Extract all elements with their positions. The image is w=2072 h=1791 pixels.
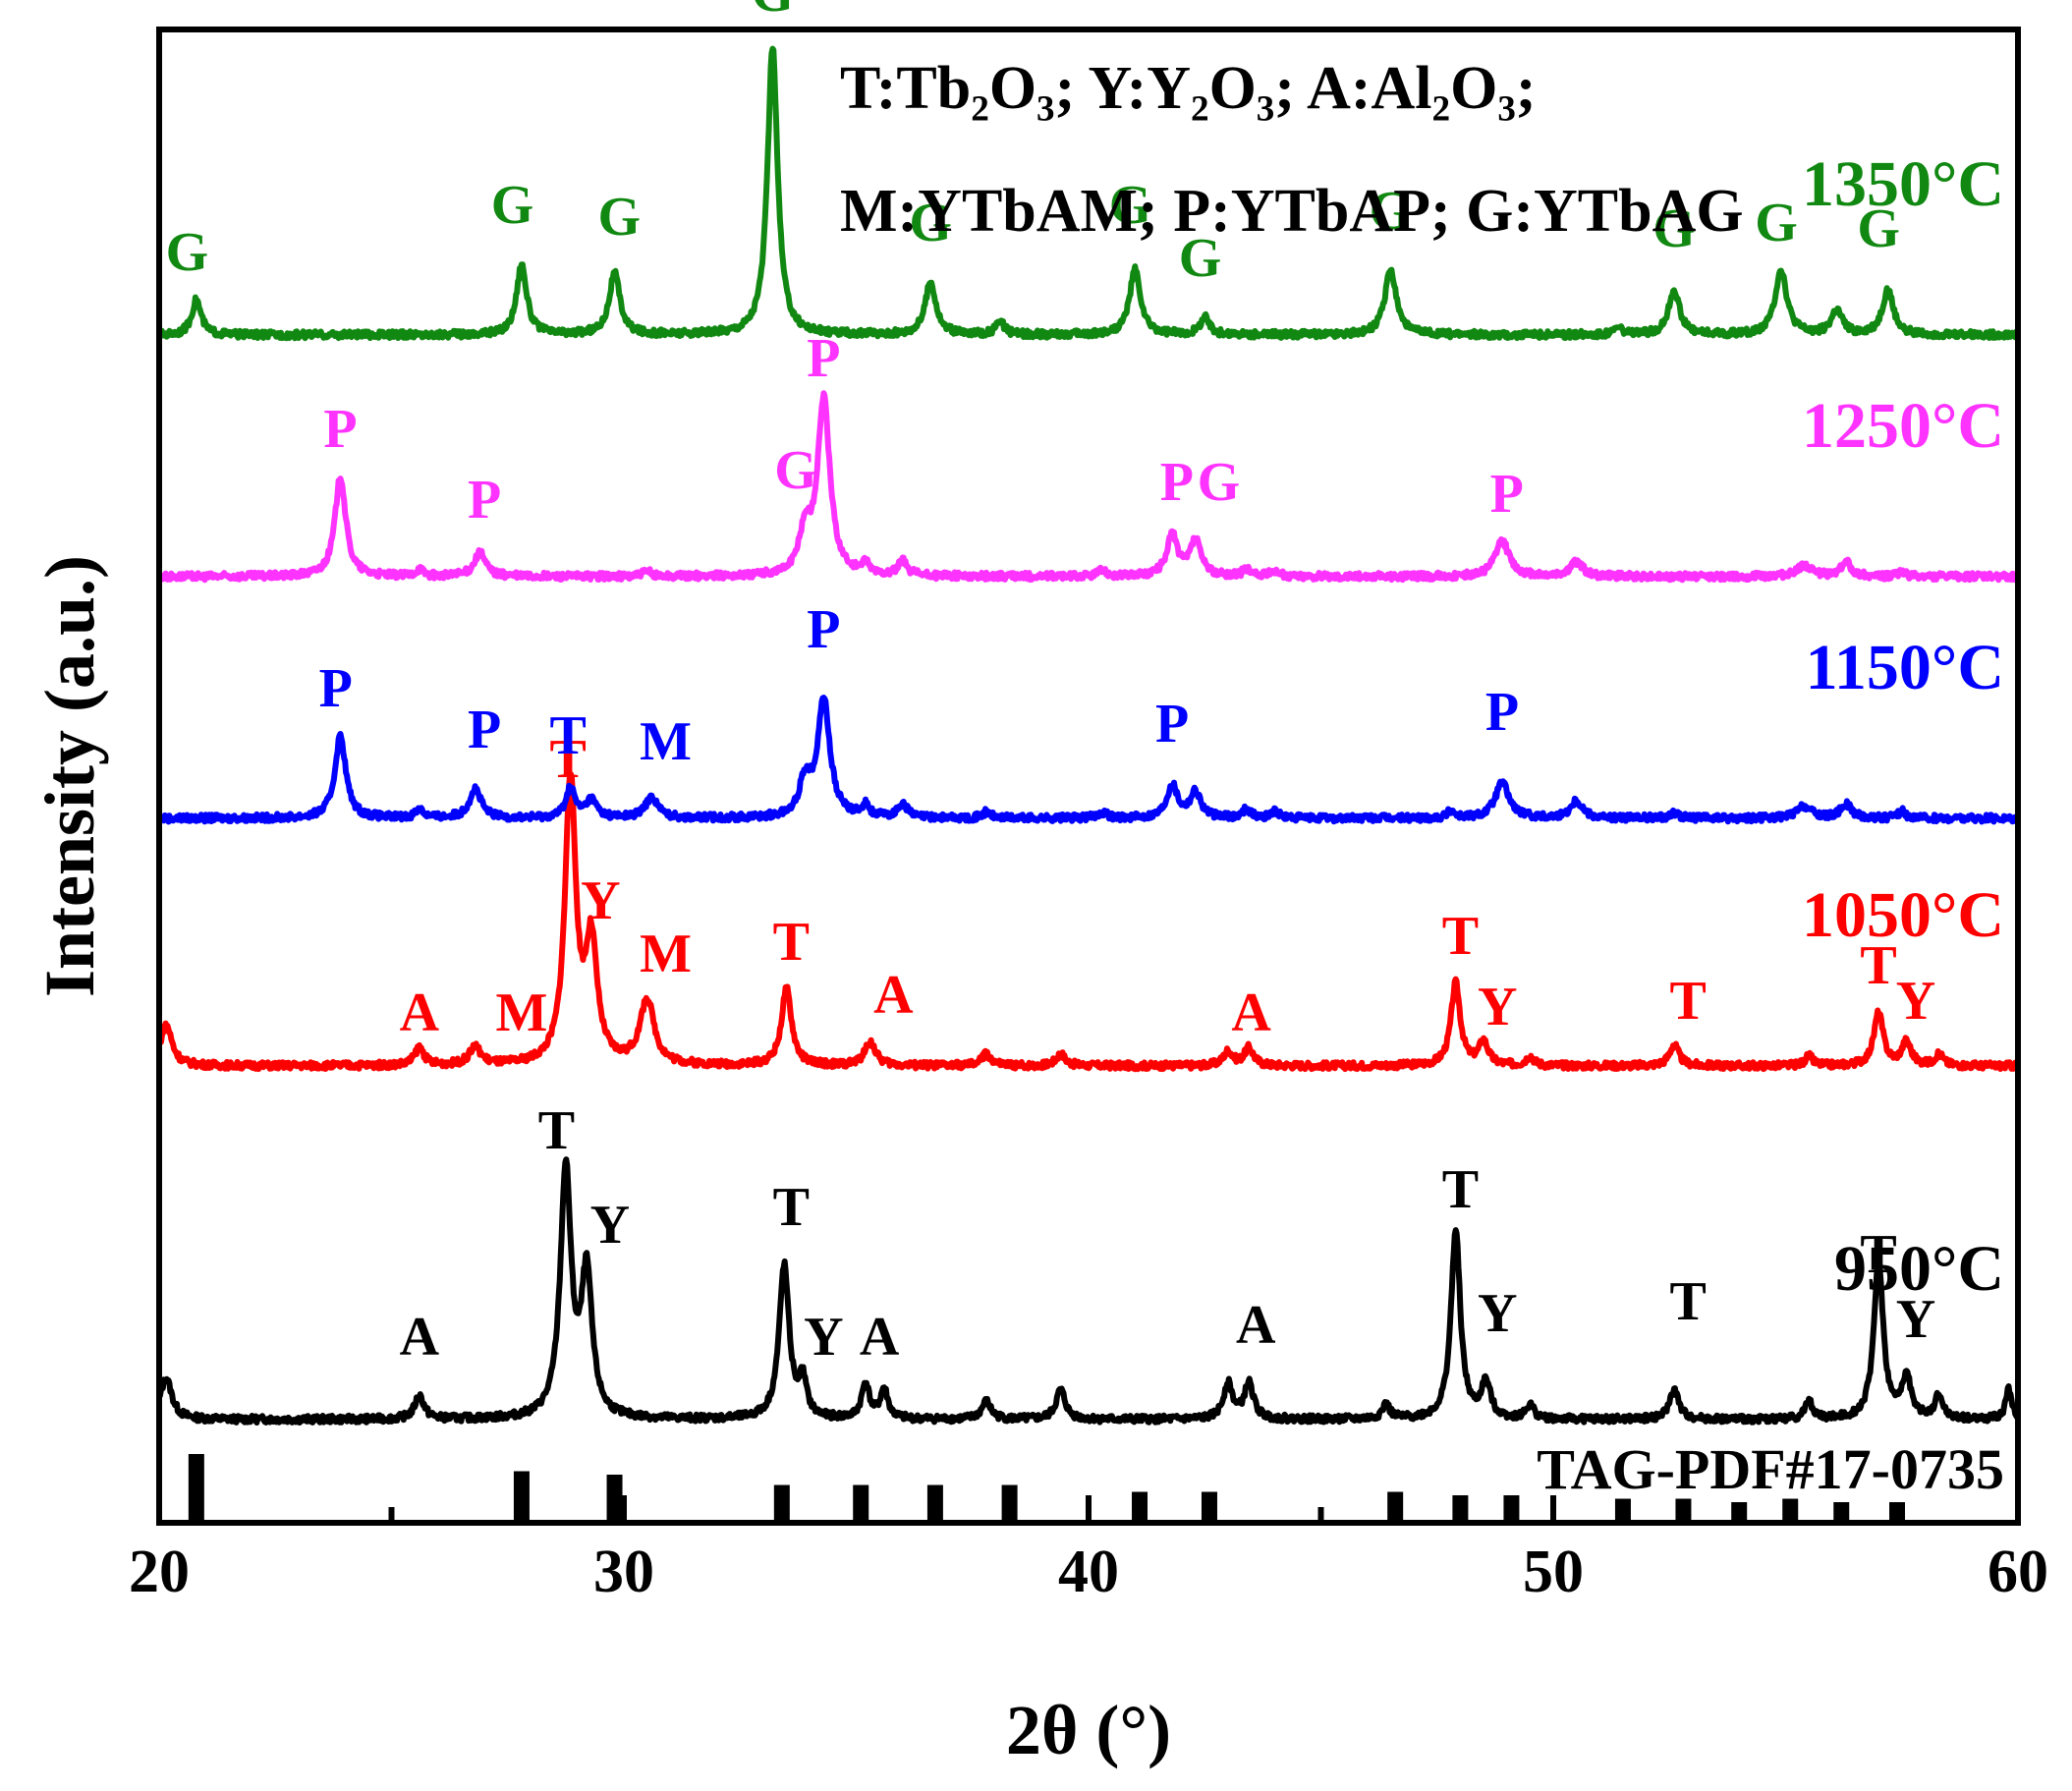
peak-label-4-4: G <box>909 193 952 253</box>
reference-label: TAG-PDF#17-0735 <box>1537 1437 2004 1501</box>
peak-label-3-0: P <box>323 399 357 460</box>
x-tick-label-0: 20 <box>129 1539 190 1605</box>
reference-pattern: TAG-PDF#17-0735 <box>188 1437 2004 1523</box>
peak-label-4-10: G <box>1857 198 1900 259</box>
peak-label-3-3: P <box>807 328 840 389</box>
peak-label-1-11: T <box>1860 935 1896 996</box>
series-line-2 <box>156 695 2021 825</box>
series-name-1: 1050°C <box>1802 879 2004 951</box>
x-axis-label: 2θ (°) <box>1006 1691 1171 1769</box>
peak-label-0-2: Y <box>590 1195 630 1256</box>
peak-label-1-9: Y <box>1478 977 1517 1037</box>
peak-label-0-4: Y <box>804 1307 843 1368</box>
series-name-2: 1150°C <box>1806 632 2004 703</box>
peak-label-1-6: A <box>873 965 914 1026</box>
peak-label-1-2: T <box>550 729 587 790</box>
peak-label-2-0: P <box>319 658 353 719</box>
peak-label-1-4: M <box>640 923 692 984</box>
series-line-0 <box>156 1156 2021 1426</box>
legend-line-1: T:Tb₂O₃; Y:Y₂O₃; A:Al₂O₃; <box>840 55 1537 122</box>
peak-label-4-1: G <box>491 175 534 236</box>
peak-label-4-6: G <box>1179 228 1222 289</box>
peak-label-4-2: G <box>597 187 641 248</box>
series-name-3: 1250°C <box>1802 390 2004 462</box>
peak-label-1-10: T <box>1669 971 1706 1032</box>
x-tick-label-1: 30 <box>593 1539 654 1605</box>
peak-label-0-5: A <box>860 1307 900 1368</box>
peak-label-4-9: G <box>1755 193 1798 253</box>
x-tick-label-3: 50 <box>1523 1539 1584 1605</box>
series-line-3 <box>156 390 2021 584</box>
peak-label-1-8: T <box>1442 906 1479 967</box>
legend-line-2: M:YTbAM; P:YTbAP; G:YTbAG <box>840 178 1744 245</box>
legend: T:Tb₂O₃; Y:Y₂O₃; A:Al₂O₃; M:YTbAM; P:YTb… <box>840 55 1744 245</box>
peak-label-2-3: M <box>640 711 692 772</box>
series-name-4: 1350°C <box>1802 148 2004 220</box>
peak-label-2-5: P <box>1155 694 1189 755</box>
peak-label-2-2: T <box>550 705 587 766</box>
peak-label-1-5: T <box>773 912 810 973</box>
peak-label-4-7: G <box>1370 181 1413 242</box>
peak-label-1-12: Y <box>1896 971 1935 1032</box>
peak-label-2-4: P <box>807 599 840 660</box>
peak-label-0-10: T <box>1860 1224 1896 1285</box>
peak-label-0-9: T <box>1669 1271 1706 1332</box>
x-tick-label-4: 60 <box>1988 1539 2048 1605</box>
peak-label-0-0: A <box>400 1307 440 1368</box>
peak-label-4-3: G <box>752 0 795 24</box>
series-line-4 <box>156 45 2021 342</box>
series-4: GGGGGGGGGGG1350°C <box>156 0 2021 342</box>
peak-label-1-0: A <box>400 982 440 1043</box>
series-line-1 <box>156 771 2021 1073</box>
x-tick-label-2: 40 <box>1058 1539 1119 1605</box>
peak-label-3-1: P <box>468 470 501 531</box>
peak-label-3-5: G <box>1198 452 1241 513</box>
peak-label-0-3: T <box>773 1177 810 1238</box>
peak-label-4-5: G <box>1109 175 1152 236</box>
peak-label-4-0: G <box>166 222 209 283</box>
peak-label-0-7: T <box>1442 1159 1479 1220</box>
peak-label-1-7: A <box>1231 982 1271 1043</box>
peak-label-0-8: Y <box>1478 1283 1517 1344</box>
series-name-0: 950°C <box>1834 1233 2004 1305</box>
peak-label-0-11: Y <box>1896 1289 1935 1350</box>
y-axis-label: Intensity (a.u.) <box>30 555 109 997</box>
peak-label-3-2: G <box>774 440 817 501</box>
peak-label-1-3: Y <box>581 870 620 931</box>
peak-label-3-4: P <box>1160 452 1194 513</box>
peak-label-0-6: A <box>1236 1295 1276 1356</box>
peak-label-0-1: T <box>538 1100 575 1161</box>
peak-label-2-6: P <box>1485 682 1519 743</box>
peak-label-2-1: P <box>468 700 501 760</box>
peak-label-4-8: G <box>1652 198 1696 259</box>
x-axis: 20 30 40 50 60 <box>129 1495 2048 1605</box>
peak-label-3-6: P <box>1490 464 1524 525</box>
peak-label-1-1: M <box>496 982 548 1043</box>
